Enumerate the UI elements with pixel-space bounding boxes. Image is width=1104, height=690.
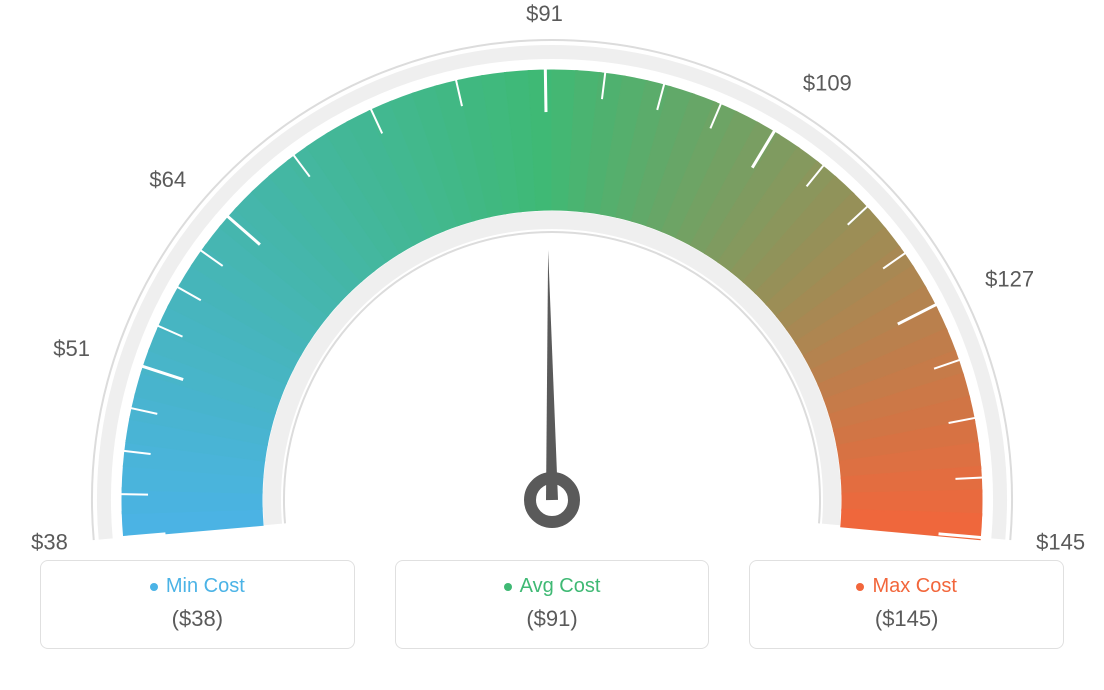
legend-dot-avg <box>504 583 512 591</box>
gauge-tick-label: $38 <box>31 529 68 554</box>
legend-card-avg: Avg Cost ($91) <box>395 560 710 649</box>
legend-value-max: ($145) <box>768 606 1045 632</box>
gauge-tick-label: $145 <box>1036 529 1085 554</box>
gauge-tick-label: $51 <box>53 336 90 361</box>
legend-value-min: ($38) <box>59 606 336 632</box>
gauge-tick-label: $64 <box>149 167 186 192</box>
legend-title-avg: Avg Cost <box>504 575 601 598</box>
legend-label-max: Max Cost <box>872 575 956 598</box>
legend-label-min: Min Cost <box>166 575 245 598</box>
gauge-tick-label: $109 <box>803 71 852 96</box>
cost-gauge: $38 $51 $64 $91 $109 $127 $145 <box>0 0 1104 560</box>
legend-title-min: Min Cost <box>150 575 245 598</box>
legend-dot-min <box>150 583 158 591</box>
legend-card-max: Max Cost ($145) <box>749 560 1064 649</box>
legend-title-max: Max Cost <box>856 575 956 598</box>
legend-label-avg: Avg Cost <box>520 575 601 598</box>
legend-value-avg: ($91) <box>414 606 691 632</box>
legend-card-min: Min Cost ($38) <box>40 560 355 649</box>
gauge-svg: $38 $51 $64 $91 $109 $127 $145 <box>0 0 1104 560</box>
gauge-tick-label: $127 <box>985 267 1034 292</box>
gauge-tick-label: $91 <box>526 1 563 26</box>
legend-row: Min Cost ($38) Avg Cost ($91) Max Cost (… <box>0 560 1104 649</box>
legend-dot-max <box>856 583 864 591</box>
